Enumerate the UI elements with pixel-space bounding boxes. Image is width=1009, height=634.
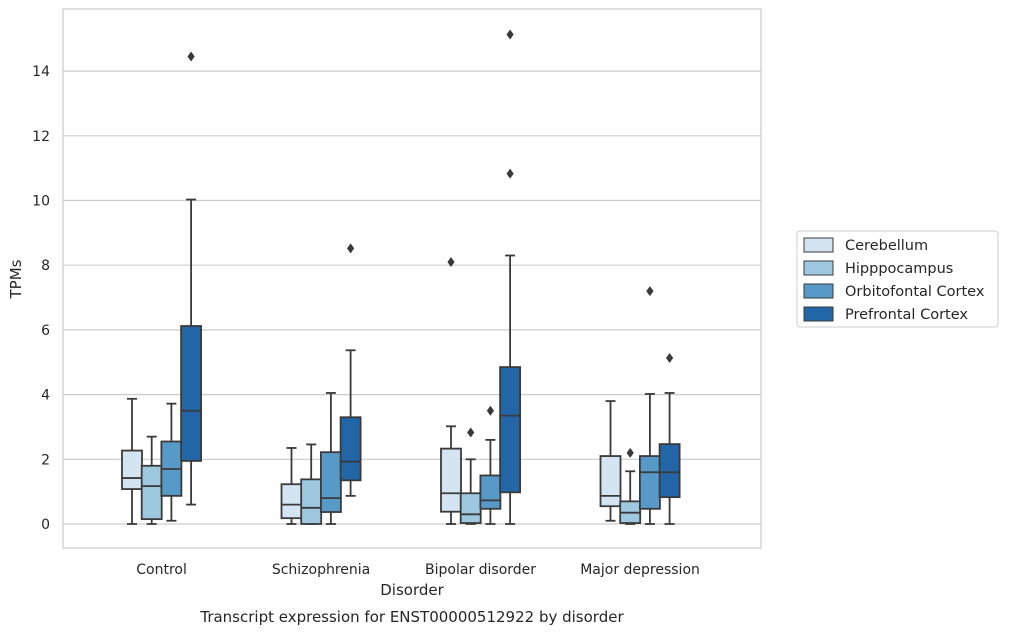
outlier-point [646,286,654,297]
box-group [658,353,681,525]
box [300,478,323,525]
box-group [300,443,323,525]
legend-label: Orbitofontal Cortex [845,284,985,300]
outlier-point [187,51,195,62]
legend-swatch [803,283,834,299]
legend-label: Hipppocampus [845,261,953,277]
x-tick-label: Bipolar disorder [425,562,536,578]
y-tick-label: 2 [41,452,50,468]
y-tick-label: 14 [32,64,50,80]
y-tick-label: 10 [32,194,50,210]
legend-swatch [803,260,834,276]
legend-frame [796,230,999,328]
box-group [599,400,622,522]
box-group [619,447,642,525]
x-tick-label: Schizophrenia [272,562,370,578]
box [121,449,143,490]
x-axis-label: Disorder [380,581,444,599]
box-group [121,397,143,525]
outlier-point [467,427,475,438]
box-group [499,29,522,525]
y-tick-label: 6 [41,323,50,339]
x-tick-labels: Control Schizophrenia Bipolar disorder Majo… [136,562,700,578]
y-tick-label: 12 [32,129,50,145]
outlier-point [447,256,455,267]
plot-frame [62,8,762,549]
box-group [319,392,342,525]
legend-label: Prefrontal Cortex [845,307,968,323]
box-group [180,51,203,506]
outlier-point [486,405,494,416]
outlier-point [666,353,674,364]
box [479,474,502,510]
box [180,325,203,462]
box [658,443,681,499]
y-axis-label: TPMs [7,259,25,299]
legend: Cerebellum Hipppocampus Orbitofontal Corte… [796,230,999,328]
box-group [459,427,482,525]
chart-caption: Transcript expression for ENST0000051292… [199,608,624,626]
legend-swatch [803,306,834,322]
outlier-point [506,29,514,40]
box-group [160,402,183,522]
box-group [280,447,303,525]
legend-label: Cerebellum [845,238,928,254]
box [280,483,303,520]
legend-swatch [803,237,834,253]
box [339,416,362,482]
box [499,366,522,494]
box [599,455,622,508]
box-group [140,435,163,525]
x-tick-label: Control [136,562,187,578]
box [140,464,163,521]
y-tick-label: 4 [41,388,50,404]
box [319,451,342,513]
box-group [479,405,502,525]
y-tick-labels: 0 2 4 6 8 10 12 14 [32,64,50,533]
legend-items: Cerebellum Hipppocampus Orbitofontal Corte… [803,237,985,323]
box-layer [121,29,681,525]
box [459,492,482,524]
box-group [339,243,362,497]
x-tick-label: Major depression [580,562,700,578]
outlier-point [347,243,355,254]
box [440,447,462,513]
outlier-point [626,447,634,458]
y-tick-label: 8 [41,258,50,274]
box-group [639,286,661,525]
outlier-point [506,168,514,179]
y-tick-label: 0 [41,517,50,533]
box [639,455,661,510]
box-group [440,256,462,525]
